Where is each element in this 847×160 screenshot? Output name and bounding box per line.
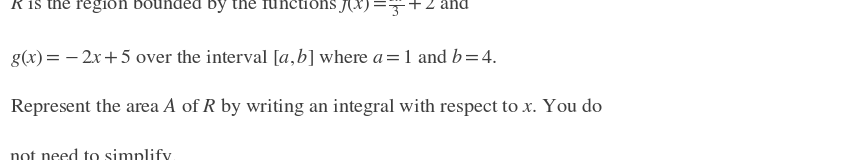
Text: $\mathit{R}$ is the region bounded by the functions $f(x) = \frac{5x}{3} + 2$ an: $\mathit{R}$ is the region bounded by th… [10, 0, 470, 20]
Text: not need to simplify.: not need to simplify. [10, 149, 177, 160]
Text: $g(x) = -2x + 5$ over the interval $[a, b]$ where $a = 1$ and $b = 4.$: $g(x) = -2x + 5$ over the interval $[a, … [10, 46, 497, 69]
Text: Represent the area $A$ of $R$ by writing an integral with respect to $x$. You do: Represent the area $A$ of $R$ by writing… [10, 96, 603, 118]
